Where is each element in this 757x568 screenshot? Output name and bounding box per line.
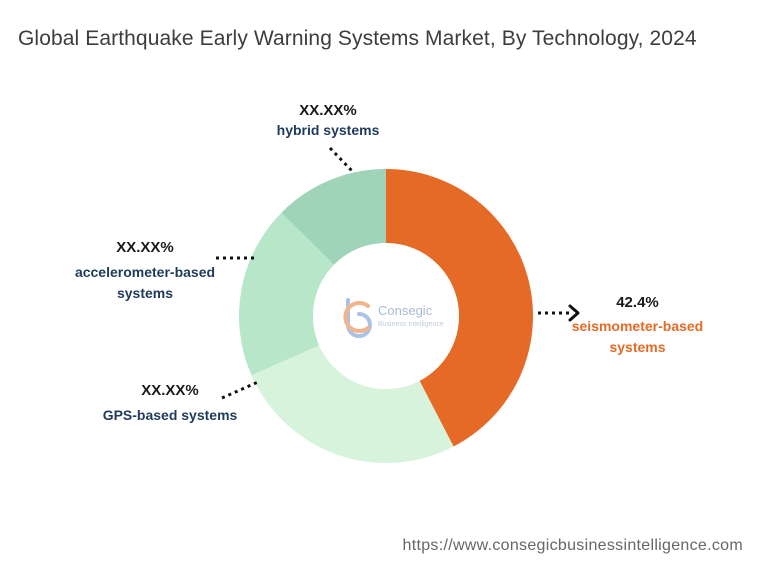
logo-tagline: Business Intelligence <box>378 321 444 328</box>
gps-name: GPS-based systems <box>102 407 238 423</box>
hybrid-leader-line <box>328 146 355 174</box>
slice-hybrid <box>281 169 386 265</box>
source-url[interactable]: https://www.consegicbusinessintelligence… <box>402 537 743 554</box>
accelerometer-name: accelerometer-based systems <box>74 264 216 301</box>
slice-accelerometer <box>239 212 335 376</box>
label-gps: XX.XX% GPS-based systems <box>95 382 245 426</box>
seismometer-name: seismometer-based systems <box>571 318 704 355</box>
label-seismometer: 42.4% seismometer-based systems <box>555 294 720 358</box>
logo-mark-icon <box>343 298 372 338</box>
label-hybrid: XX.XX% hybrid systems <box>258 102 398 141</box>
accelerometer-percent: XX.XX% <box>116 239 174 256</box>
chart-title: Global Earthquake Early Warning Systems … <box>18 27 697 50</box>
hybrid-percent: XX.XX% <box>299 102 357 119</box>
slice-seismometer <box>386 169 533 447</box>
donut-slices <box>239 169 533 464</box>
slice-gps <box>251 345 454 464</box>
gps-percent: XX.XX% <box>141 382 199 399</box>
seismometer-percent: 42.4% <box>616 294 659 311</box>
logo-name: Consegic <box>378 303 433 318</box>
hybrid-name: hybrid systems <box>276 122 380 138</box>
arrow-right-icon <box>568 304 580 322</box>
donut-hole <box>313 243 459 389</box>
label-accelerometer: XX.XX% accelerometer-based systems <box>60 239 230 304</box>
consegic-logo: Consegic Business Intelligence <box>343 298 444 338</box>
